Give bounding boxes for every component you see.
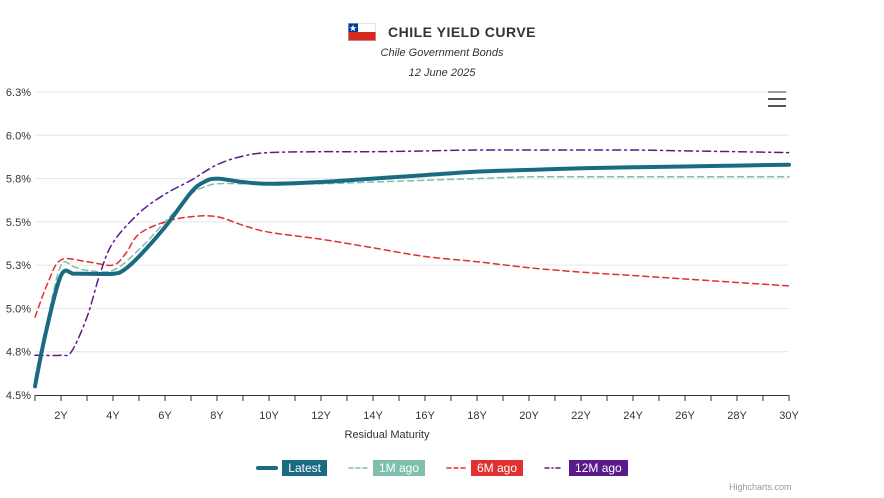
- legend-label-1m-ago: 1M ago: [372, 460, 425, 476]
- y-tick-label: 6.3%: [6, 87, 31, 99]
- chart-title-bar: CHILE YIELD CURVE: [0, 20, 884, 44]
- x-tick-label: 4Y: [106, 410, 120, 422]
- series-line-12m-ago: [34, 149, 790, 357]
- y-tick-label: 5.5%: [6, 217, 31, 229]
- chart-legend: Latest 1M ago 6M ago 12M ago: [0, 459, 884, 477]
- x-tick-label: 18Y: [467, 410, 487, 422]
- chart-date: 12 June 2025: [408, 67, 476, 79]
- x-tick-label: 22Y: [571, 410, 591, 422]
- x-tick-label: 6Y: [158, 410, 172, 422]
- legend-symbol-latest: [256, 466, 279, 470]
- chart-title: CHILE YIELD CURVE: [387, 24, 536, 40]
- x-tick-label: 12Y: [311, 410, 331, 422]
- legend-symbol-6m-ago: [446, 467, 466, 469]
- x-tick-label: 8Y: [210, 410, 224, 422]
- y-tick-label: 6.0%: [6, 130, 31, 142]
- legend-symbol-12m-ago: [544, 467, 564, 469]
- chart-subtitle: Chile Government Bonds: [380, 47, 504, 59]
- x-tick-label: 28Y: [727, 410, 747, 422]
- x-tick-label: 24Y: [623, 410, 643, 422]
- legend-label-latest: Latest: [282, 460, 327, 476]
- x-tick-label: 2Y: [54, 410, 68, 422]
- legend-item-6m-ago[interactable]: 6M ago: [445, 460, 524, 476]
- chile-flag-icon: [347, 23, 376, 41]
- x-axis-title: Residual Maturity: [345, 429, 430, 441]
- legend-label-12m-ago: 12M ago: [569, 460, 628, 476]
- y-tick-label: 4.8%: [6, 347, 31, 359]
- legend-symbol-1m-ago: [348, 467, 368, 469]
- x-tick-label: 14Y: [363, 410, 383, 422]
- legend-item-12m-ago[interactable]: 12M ago: [543, 460, 628, 476]
- legend-item-latest[interactable]: Latest: [256, 460, 327, 476]
- series-line-latest: [33, 162, 791, 389]
- highcharts-credits[interactable]: Highcharts.com: [729, 482, 792, 492]
- y-tick-label: 4.5%: [6, 390, 31, 402]
- x-tick-label: 10Y: [259, 410, 279, 422]
- x-tick-label: 30Y: [779, 410, 799, 422]
- x-tick-label: 16Y: [415, 410, 435, 422]
- y-tick-label: 5.3%: [6, 260, 31, 272]
- y-tick-label: 5.0%: [6, 303, 31, 315]
- x-tick-label: 26Y: [675, 410, 695, 422]
- legend-item-1m-ago[interactable]: 1M ago: [347, 460, 425, 476]
- series-line-6m-ago: [34, 215, 790, 318]
- series-line-1m-ago: [34, 175, 790, 379]
- legend-label-6m-ago: 6M ago: [471, 460, 524, 476]
- x-tick-label: 20Y: [519, 410, 539, 422]
- y-tick-label: 5.8%: [6, 174, 31, 186]
